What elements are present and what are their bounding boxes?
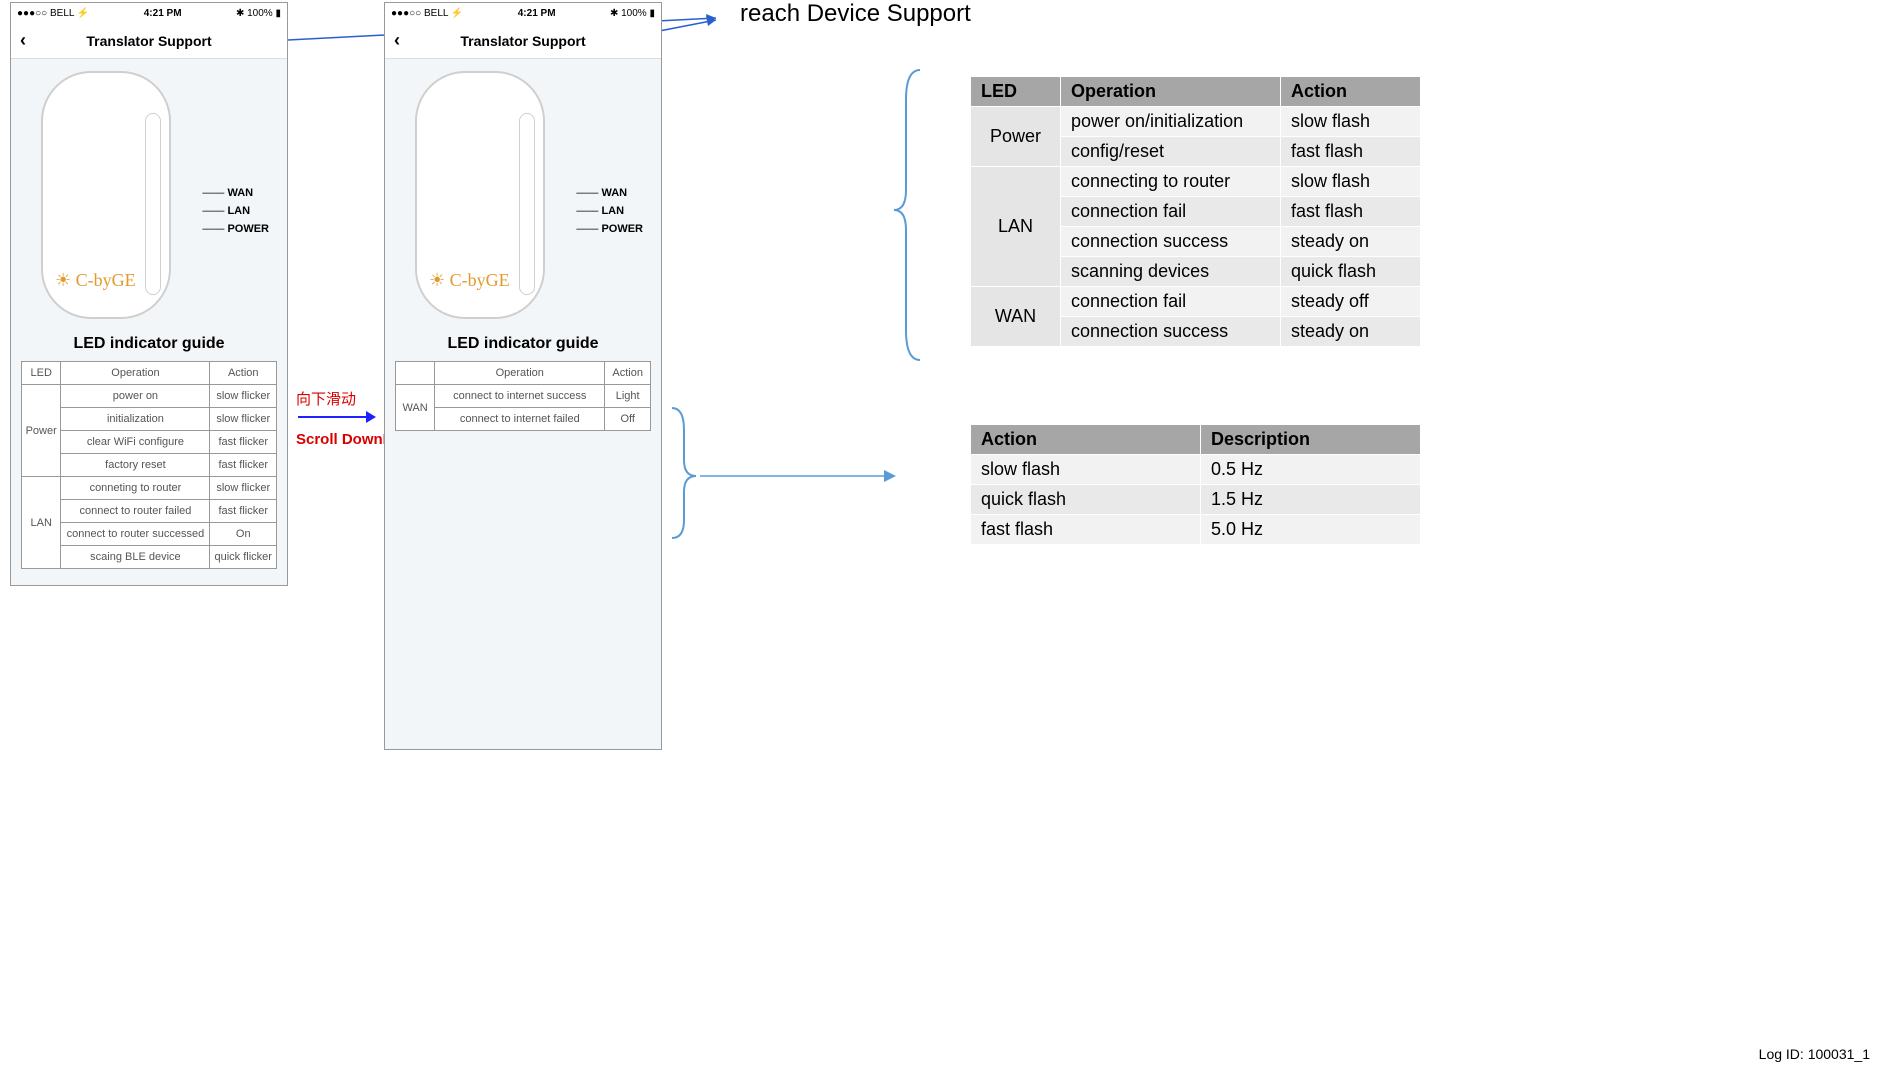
scroll-cn: 向下滑动	[296, 388, 391, 409]
device-logo: ☀ C-byGE	[55, 270, 136, 291]
log-id: Log ID: 100031_1	[1759, 1046, 1870, 1062]
status-time: 4:21 PM	[518, 8, 556, 19]
status-carrier: ●●●○○ BELL ⚡	[17, 8, 89, 19]
legend-power: POWER	[576, 223, 643, 235]
back-button[interactable]: ‹	[11, 30, 35, 51]
bracket-and-arrow	[660, 60, 970, 620]
phone1-led-table: LEDOperationActionPowerpower onslow flic…	[21, 361, 277, 569]
legend-lan: LAN	[576, 205, 643, 217]
led-guide-title: LED indicator guide	[21, 335, 277, 353]
phone-content: ☀ C-byGE WAN LAN POWER LED indicator gui…	[11, 59, 287, 585]
page-title: Translator Support	[409, 33, 637, 49]
reference-led-table: LEDOperationActionPowerpower on/initiali…	[970, 76, 1421, 347]
legend-wan: WAN	[202, 187, 269, 199]
legend-power: POWER	[202, 223, 269, 235]
title-bar: ‹ Translator Support	[385, 23, 661, 59]
scroll-annotation: 向下滑动 Scroll DownII	[296, 388, 391, 448]
page-title: Translator Support	[35, 33, 263, 49]
status-time: 4:21 PM	[144, 8, 182, 19]
scroll-arrow-icon	[298, 416, 374, 418]
status-bar: ●●●○○ BELL ⚡ 4:21 PM ✱ 100% ▮	[385, 3, 661, 23]
legend-wan: WAN	[576, 187, 643, 199]
device-illustration: ☀ C-byGE WAN LAN POWER	[21, 67, 277, 321]
phone2-led-table: OperationActionWANconnect to internet su…	[395, 361, 651, 431]
device-logo: ☀ C-byGE	[429, 270, 510, 291]
phone-content: ☀ C-byGE WAN LAN POWER LED indicator gui…	[385, 59, 661, 749]
status-bar: ●●●○○ BELL ⚡ 4:21 PM ✱ 100% ▮	[11, 3, 287, 23]
title-bar: ‹ Translator Support	[11, 23, 287, 59]
phone-mock-1: ●●●○○ BELL ⚡ 4:21 PM ✱ 100% ▮ ‹ Translat…	[10, 2, 288, 586]
legend-lan: LAN	[202, 205, 269, 217]
device-illustration: ☀ C-byGE WAN LAN POWER	[395, 67, 651, 321]
status-battery: ✱ 100% ▮	[610, 8, 655, 19]
led-legend: WAN LAN POWER	[576, 187, 643, 241]
reference-action-table: ActionDescriptionslow flash0.5 Hzquick f…	[970, 424, 1421, 545]
phone-mock-2: ●●●○○ BELL ⚡ 4:21 PM ✱ 100% ▮ ‹ Translat…	[384, 2, 662, 750]
status-carrier: ●●●○○ BELL ⚡	[391, 8, 463, 19]
status-battery: ✱ 100% ▮	[236, 8, 281, 19]
led-legend: WAN LAN POWER	[202, 187, 269, 241]
back-button[interactable]: ‹	[385, 30, 409, 51]
scroll-en: Scroll DownII	[296, 431, 391, 448]
led-guide-title: LED indicator guide	[395, 335, 651, 353]
